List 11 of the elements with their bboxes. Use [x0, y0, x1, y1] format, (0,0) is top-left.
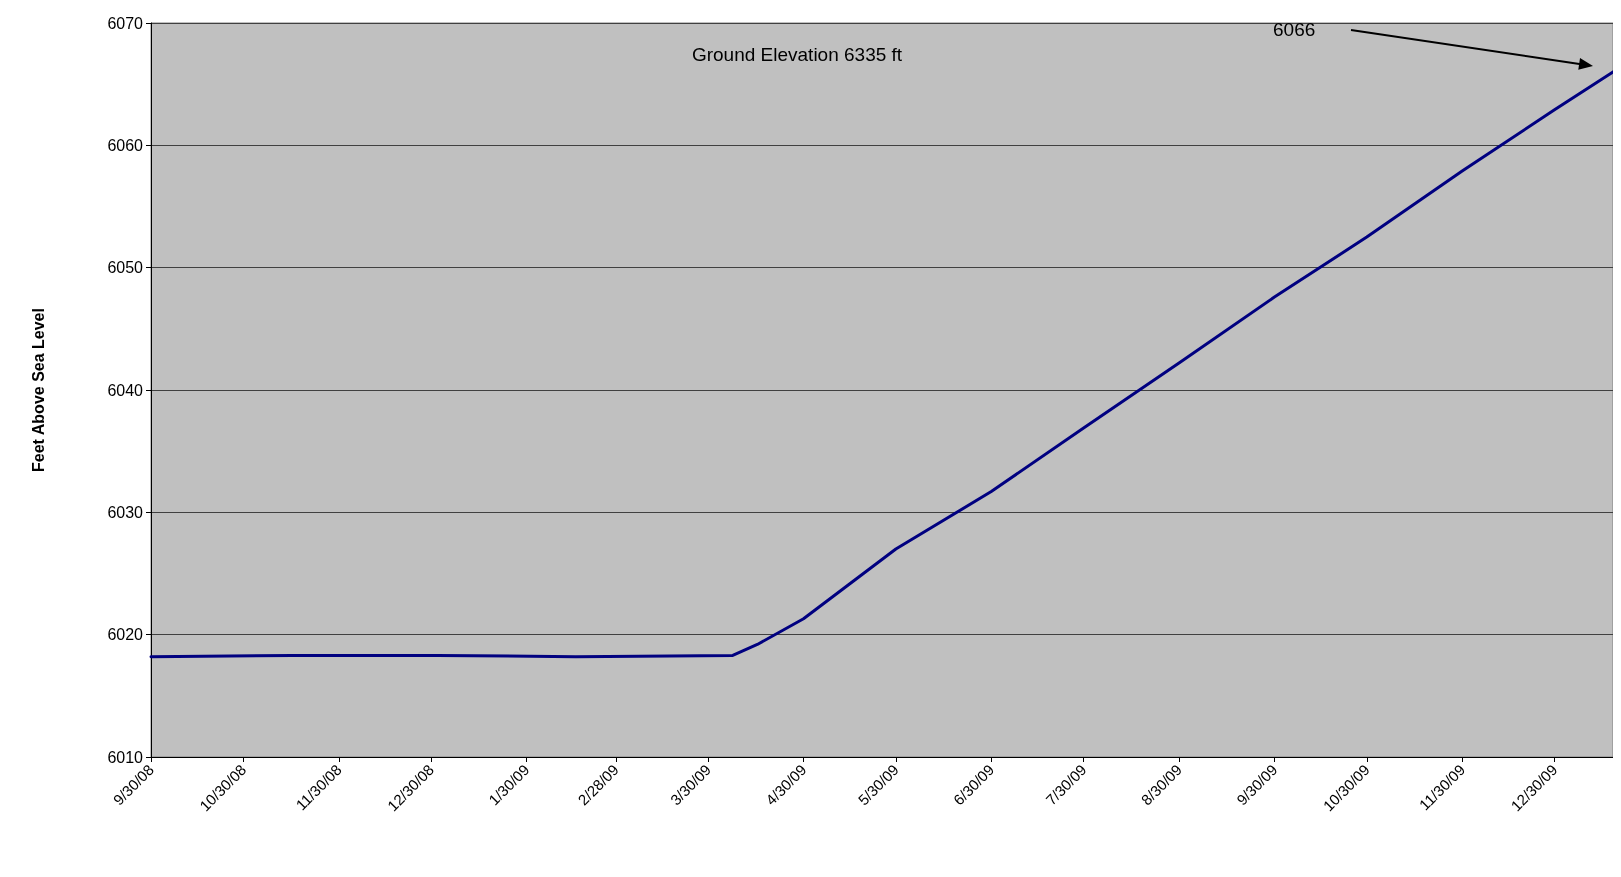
line-series: [149, 70, 1613, 659]
y-tick-label: 6070: [107, 14, 144, 32]
y-tick-label: 6030: [107, 503, 144, 521]
annotation: 6066: [1273, 18, 1316, 40]
y-tick-label: 6050: [107, 259, 144, 277]
y-axis-title: Feet Above Sea Level: [29, 308, 47, 472]
annotation: Ground Elevation 6335 ft: [691, 44, 903, 65]
y-tick-label: 6040: [107, 381, 144, 399]
y-tick-label: 6010: [107, 748, 144, 766]
y-tick-label: 6060: [107, 136, 144, 154]
y-tick-label: 6020: [107, 626, 144, 644]
